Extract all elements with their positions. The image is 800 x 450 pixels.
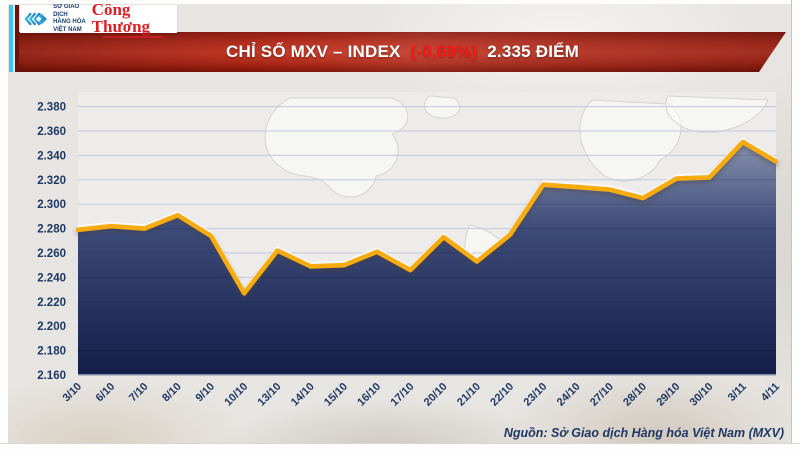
y-axis-label: 2.360 bbox=[37, 126, 66, 138]
x-axis-label: 15/10 bbox=[322, 381, 350, 409]
y-axis-label: 2.300 bbox=[37, 199, 66, 211]
logo-box: SỞ GIAO DỊCH HÀNG HÓA VIỆT NAM Công Thươ… bbox=[20, 1, 177, 38]
x-axis-label: 24/10 bbox=[555, 381, 583, 409]
x-axis-label: 20/10 bbox=[422, 381, 450, 409]
chart-title-change: (-0,69%) bbox=[410, 42, 478, 61]
exchange-name: SỞ GIAO DỊCH HÀNG HÓA VIỆT NAM bbox=[53, 4, 88, 34]
x-axis-label: 3/10 bbox=[60, 381, 84, 405]
y-axis-label: 2.340 bbox=[37, 150, 66, 162]
chart-title: CHỈ SỐ MXV – INDEX (-0,69%) 2.335 ĐIỂM bbox=[226, 42, 579, 62]
y-axis-label: 2.200 bbox=[37, 321, 66, 333]
maroon-accent-stripe bbox=[15, 5, 19, 72]
x-axis-label: 3/11 bbox=[726, 381, 749, 404]
frame-bottom bbox=[0, 443, 800, 450]
y-axis-label: 2.320 bbox=[37, 175, 66, 187]
x-axis-label: 13/10 bbox=[256, 381, 284, 409]
title-banner: CHỈ SỐ MXV – INDEX (-0,69%) 2.335 ĐIỂM bbox=[19, 32, 786, 72]
y-axis-label: 2.280 bbox=[37, 224, 66, 236]
y-axis-label: 2.180 bbox=[37, 346, 66, 358]
cyan-accent-stripe bbox=[9, 5, 13, 72]
x-axis-label: 27/10 bbox=[588, 381, 616, 409]
cong-thuong-rule bbox=[102, 35, 163, 38]
x-axis-label: 30/10 bbox=[688, 381, 716, 409]
y-axis-label: 2.260 bbox=[37, 248, 66, 260]
x-axis-label: 21/10 bbox=[455, 381, 483, 409]
mxv-chevron-logo-icon bbox=[24, 12, 47, 26]
chart-title-value: 2.335 ĐIỂM bbox=[487, 42, 580, 61]
source-note: Nguồn: Sở Giao dịch Hàng hóa Việt Nam (M… bbox=[503, 426, 784, 440]
y-axis-label: 2.380 bbox=[37, 102, 66, 114]
frame-top bbox=[0, 0, 800, 4]
x-axis-label: 8/10 bbox=[160, 381, 184, 405]
x-axis-label: 14/10 bbox=[289, 381, 317, 409]
x-axis-label: 7/10 bbox=[127, 381, 151, 405]
y-axis-label: 2.160 bbox=[37, 370, 66, 382]
x-axis-label: 16/10 bbox=[355, 381, 383, 409]
x-axis-label: 10/10 bbox=[222, 381, 250, 409]
x-axis-label: 4/11 bbox=[759, 381, 782, 404]
cong-thuong-masthead: Công Thương bbox=[92, 1, 174, 38]
frame-left bbox=[0, 0, 8, 450]
exchange-name-line3: VIỆT NAM bbox=[53, 26, 82, 33]
exchange-name-line1: SỞ GIAO DỊCH bbox=[53, 4, 80, 18]
chart-title-main: CHỈ SỐ MXV – INDEX bbox=[225, 42, 401, 61]
x-axis-label: 6/10 bbox=[94, 381, 118, 405]
cong-thuong-title: Công Thương bbox=[91, 0, 151, 36]
x-axis-label: 28/10 bbox=[621, 381, 649, 409]
x-axis-label: 23/10 bbox=[521, 381, 549, 409]
x-axis-label: 9/10 bbox=[193, 381, 217, 405]
exchange-name-line2: HÀNG HÓA bbox=[53, 19, 86, 25]
x-axis-label: 22/10 bbox=[488, 381, 516, 409]
frame-right bbox=[791, 0, 800, 450]
x-axis-label: 29/10 bbox=[654, 381, 682, 409]
x-axis-label: 17/10 bbox=[389, 381, 417, 409]
y-axis-label: 2.240 bbox=[37, 272, 66, 284]
y-axis-label: 2.220 bbox=[37, 297, 66, 309]
